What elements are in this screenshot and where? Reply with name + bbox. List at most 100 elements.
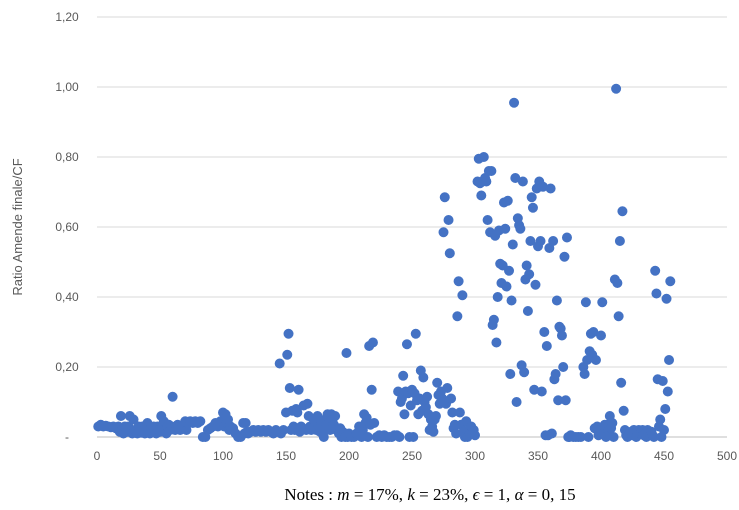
- data-point: [452, 311, 463, 322]
- x-tick-label: 450: [654, 449, 674, 463]
- data-point: [521, 260, 532, 271]
- data-point: [618, 405, 629, 416]
- data-point: [580, 297, 591, 308]
- note-epsilon-symbol: ϵ: [473, 485, 481, 504]
- data-point: [596, 330, 606, 341]
- data-point: [240, 418, 251, 428]
- data-point: [302, 398, 313, 409]
- data-point: [546, 428, 557, 439]
- y-axis-title: Ratio Amende finale/CF: [10, 158, 25, 295]
- y-tick-label: 0,60: [55, 220, 79, 234]
- data-point: [548, 236, 559, 246]
- data-point: [551, 295, 562, 306]
- x-tick-label: 350: [528, 449, 548, 463]
- data-point: [274, 358, 285, 369]
- data-point: [167, 391, 178, 402]
- data-point: [394, 432, 405, 442]
- data-point: [579, 369, 590, 379]
- data-point: [575, 432, 586, 442]
- data-point: [362, 432, 373, 442]
- note-alpha-symbol: α: [515, 485, 525, 504]
- data-point: [556, 330, 567, 341]
- data-point: [444, 248, 455, 259]
- data-point: [559, 251, 570, 262]
- y-tick-label: -: [65, 430, 69, 444]
- x-axis-ticks: 0 50 100 150 200 250 300 350 400 450 500: [94, 449, 738, 463]
- data-point: [597, 297, 608, 308]
- data-point: [519, 367, 530, 378]
- data-point: [366, 384, 377, 395]
- data-point: [318, 432, 329, 442]
- data-point: [538, 181, 549, 192]
- data-point: [399, 409, 410, 420]
- note-prefix: Notes :: [284, 485, 337, 504]
- x-tick-label: 150: [276, 449, 296, 463]
- data-point: [482, 215, 493, 225]
- data-point: [583, 432, 594, 442]
- note-k-value: = 23%,: [415, 485, 473, 504]
- data-point: [650, 265, 661, 276]
- data-point: [442, 383, 453, 393]
- data-point: [432, 377, 443, 388]
- data-point: [500, 223, 511, 234]
- data-point: [661, 293, 672, 304]
- y-tick-label: 1,00: [55, 80, 79, 94]
- data-point: [454, 407, 465, 418]
- data-point: [443, 215, 454, 225]
- data-point: [529, 384, 540, 395]
- data-point: [488, 314, 499, 325]
- data-point: [616, 377, 627, 388]
- data-point: [451, 428, 462, 439]
- x-tick-label: 50: [153, 449, 167, 463]
- data-point: [614, 236, 625, 246]
- data-point: [550, 369, 561, 379]
- data-point: [398, 370, 409, 381]
- x-tick-label: 0: [94, 449, 101, 463]
- data-point: [530, 279, 541, 290]
- y-tick-label: 1,20: [55, 10, 79, 24]
- data-point: [128, 414, 139, 425]
- y-tick-label: 0,80: [55, 150, 79, 164]
- data-point: [501, 281, 512, 292]
- y-tick-label: 0,20: [55, 360, 79, 374]
- data-point: [447, 407, 458, 418]
- data-point: [651, 288, 662, 299]
- note-m-value: = 17%,: [350, 485, 408, 504]
- data-point: [659, 425, 669, 435]
- data-point: [481, 176, 492, 187]
- data-point: [408, 432, 419, 442]
- data-point: [418, 372, 429, 383]
- data-point: [535, 236, 546, 246]
- data-point: [506, 295, 517, 306]
- data-point: [504, 265, 515, 276]
- data-point: [367, 337, 378, 348]
- data-point: [541, 341, 552, 351]
- data-point: [476, 190, 487, 201]
- data-point: [330, 411, 341, 421]
- data-point: [470, 430, 480, 441]
- data-point: [590, 355, 601, 365]
- data-point: [613, 311, 624, 322]
- data-point: [608, 432, 619, 442]
- data-point: [524, 269, 535, 280]
- data-point: [510, 173, 521, 183]
- note-m-symbol: m: [337, 485, 349, 504]
- data-point: [457, 290, 468, 301]
- data-point: [660, 404, 671, 414]
- data-point: [341, 348, 352, 358]
- data-point: [478, 152, 489, 162]
- data-point: [505, 369, 516, 379]
- data-point: [428, 426, 439, 437]
- data-point: [507, 239, 518, 250]
- data-point: [611, 83, 622, 94]
- note-epsilon-value: = 1,: [479, 485, 514, 504]
- data-point: [283, 328, 294, 339]
- chart-note: Notes : m = 17%, k = 23%, ϵ = 1, α = 0, …: [284, 485, 575, 504]
- data-point: [515, 223, 526, 234]
- data-point: [517, 176, 528, 187]
- data-point: [648, 432, 659, 442]
- data-point: [422, 391, 433, 402]
- data-point: [588, 327, 599, 337]
- data-point: [430, 411, 441, 421]
